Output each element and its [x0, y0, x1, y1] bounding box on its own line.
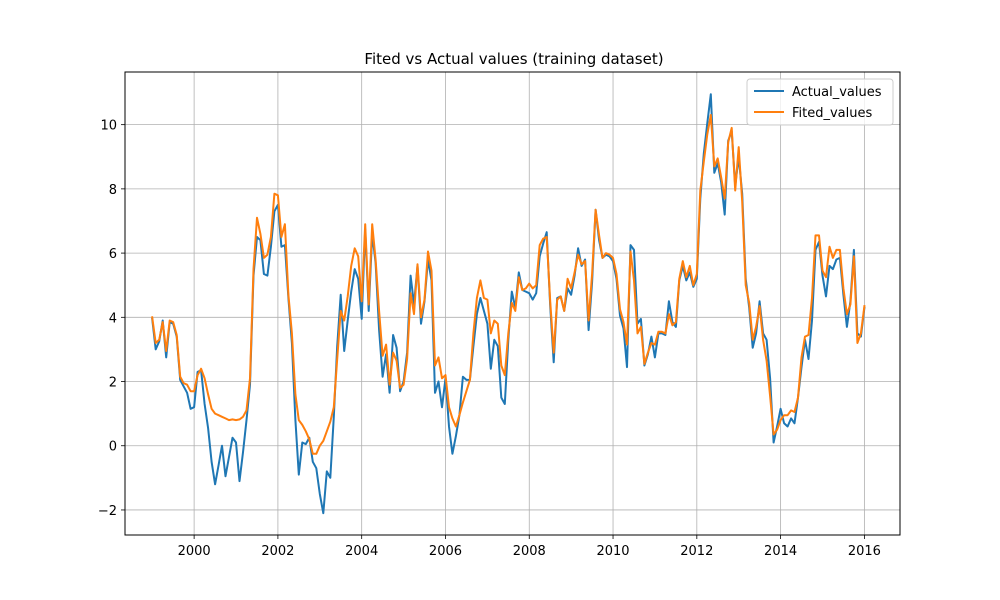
x-tick-label: 2002	[261, 544, 294, 559]
x-tick-label: 2012	[680, 544, 713, 559]
y-tick-label: 2	[109, 376, 117, 391]
y-tick-label: 10	[100, 119, 117, 134]
y-tick-label: 8	[109, 183, 117, 198]
x-tick-label: 2016	[848, 544, 881, 559]
x-tick-label: 2010	[596, 544, 629, 559]
plot-area-frame	[124, 71, 901, 536]
chart-title: Fited vs Actual values (training dataset…	[364, 50, 663, 68]
x-tick-label: 2014	[764, 544, 797, 559]
x-tick-label: 2006	[429, 544, 462, 559]
legend-label-actual: Actual_values	[792, 85, 882, 100]
series-lines	[151, 93, 866, 515]
x-tick-label: 2004	[345, 544, 378, 559]
y-tick-label: 0	[109, 440, 117, 455]
series-line-fitted	[151, 114, 866, 455]
x-tick-label: 2000	[178, 544, 211, 559]
grid-lines	[125, 72, 900, 535]
x-tick-label: 2008	[513, 544, 546, 559]
y-tick-label: 6	[109, 247, 117, 262]
x-axis: 2000 2002 2004 2006 2008 2010 2012 2014 2016	[178, 535, 881, 559]
legend: Actual_values Fited_values	[746, 78, 894, 126]
y-tick-label: −2	[98, 504, 117, 519]
y-axis: −2 0 2 4 6 8 10	[98, 119, 125, 519]
y-tick-label: 4	[109, 311, 117, 326]
legend-label-fitted: Fited_values	[792, 106, 872, 121]
